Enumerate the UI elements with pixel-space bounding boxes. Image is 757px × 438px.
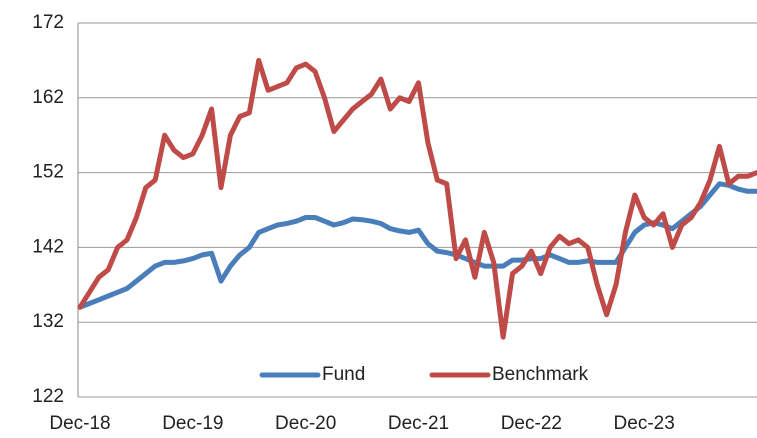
- x-tick-label: Dec-20: [275, 413, 336, 434]
- series-line: [77, 181, 757, 310]
- y-tick-label: 142: [32, 236, 64, 257]
- y-tick-label: 162: [32, 87, 64, 108]
- y-tick-label: 132: [32, 311, 64, 332]
- y-tick-label: 152: [32, 162, 64, 183]
- legend-label: Fund: [322, 364, 365, 385]
- y-tick-label: 172: [32, 12, 64, 33]
- x-tick-label: Dec-23: [614, 413, 675, 434]
- y-tick-label: 122: [32, 386, 64, 407]
- x-tick-label: Dec-18: [49, 413, 110, 434]
- x-tick-label: Dec-19: [162, 413, 223, 434]
- series-line: [77, 57, 757, 340]
- x-tick-label: Dec-21: [388, 413, 449, 434]
- x-tick-label: Dec-22: [501, 413, 562, 434]
- legend-label: Benchmark: [492, 364, 589, 385]
